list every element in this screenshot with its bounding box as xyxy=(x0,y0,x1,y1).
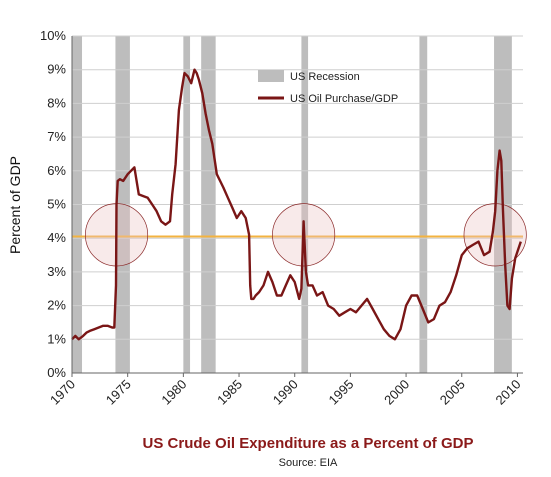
x-tick-label-2: 1980 xyxy=(158,377,189,408)
x-tick-label-7: 2005 xyxy=(437,377,468,408)
series-group xyxy=(71,68,522,341)
y-tick-label-4: 4% xyxy=(47,230,66,245)
y-tick-label-3: 3% xyxy=(47,264,66,279)
x-tick-label-0: 1970 xyxy=(47,377,78,408)
x-tick-label-1: 1975 xyxy=(103,377,134,408)
axes xyxy=(71,36,523,377)
x-tick-label-8: 2010 xyxy=(492,377,523,408)
legend-label-series: US Oil Purchase/GDP xyxy=(290,93,398,105)
y-tick-label-1: 1% xyxy=(47,331,66,346)
x-tick-label-5: 1995 xyxy=(325,377,356,408)
series-line-0 xyxy=(71,68,522,341)
y-tick-label-6: 6% xyxy=(47,163,66,178)
y-tick-label-0: 0% xyxy=(47,365,66,380)
x-tick-labels: 1970 1975 1980 1985 1990 1995 2000 2005 2010 xyxy=(47,377,523,408)
legend-swatch-recession xyxy=(258,70,284,82)
x-tick-label-3: 1985 xyxy=(214,377,245,408)
legend: US Recession US Oil Purchase/GDP xyxy=(258,70,398,105)
y-tick-label-7: 7% xyxy=(47,129,66,144)
y-tick-label-10: 10% xyxy=(40,28,66,43)
y-tick-label-5: 5% xyxy=(47,197,66,212)
chart-source: Source: EIA xyxy=(279,457,338,469)
y-tick-label-9: 9% xyxy=(47,62,66,77)
grid-lines xyxy=(72,35,523,340)
y-axis-title: Percent of GDP xyxy=(7,156,23,254)
y-tick-label-8: 8% xyxy=(47,95,66,110)
y-tick-labels: 0% 1% 2% 3% 4% 5% 6% 7% 8% 9% 10% xyxy=(40,28,66,380)
y-tick-label-2: 2% xyxy=(47,298,66,313)
chart-title: US Crude Oil Expenditure as a Percent of… xyxy=(143,435,474,452)
legend-label-recession: US Recession xyxy=(290,71,360,83)
x-tick-label-4: 1990 xyxy=(270,377,301,408)
x-tick-label-6: 2000 xyxy=(381,377,412,408)
